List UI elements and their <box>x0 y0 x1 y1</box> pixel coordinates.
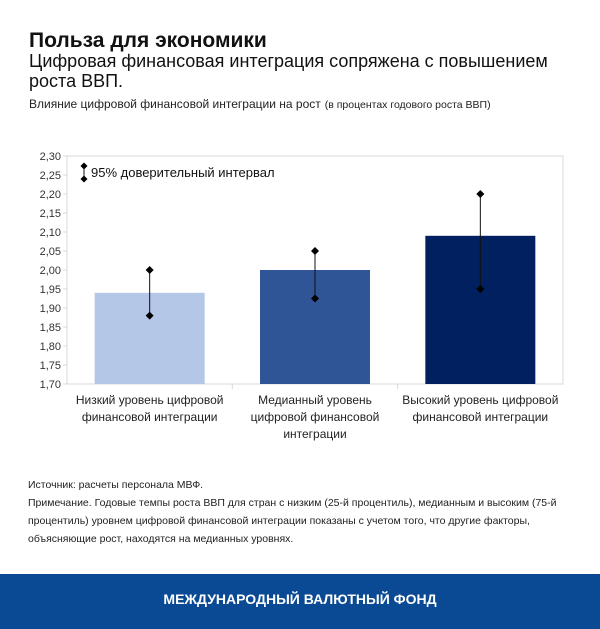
chart-title-text: Влияние цифровой финансовой интеграции н… <box>29 97 321 111</box>
y-tick-label: 1,85 <box>40 322 61 334</box>
y-tick-label: 1,90 <box>40 303 61 315</box>
error-bar-cap <box>145 266 154 274</box>
y-tick-label: 2,05 <box>40 246 61 258</box>
source-note: Источник: расчеты персонала МВФ. <box>28 479 204 491</box>
notes: Источник: расчеты персонала МВФ. Примеча… <box>28 476 578 548</box>
legend-diamond-icon <box>80 175 88 183</box>
y-tick-label: 2,25 <box>40 170 61 182</box>
y-tick-label: 2,10 <box>40 227 61 239</box>
x-category-label: финансовой интеграции <box>413 410 549 424</box>
y-tick-label: 2,30 <box>40 151 61 163</box>
chart-unit: (в процентах годового роста ВВП) <box>324 99 491 111</box>
error-bar-cap <box>476 190 485 198</box>
x-category-label: цифровой финансовой <box>251 410 380 424</box>
y-tick-label: 1,95 <box>40 284 61 296</box>
error-bar-cap <box>311 294 319 303</box>
legend-diamond-icon <box>80 162 88 170</box>
x-category-label: Высокий уровень цифровой <box>402 393 558 407</box>
x-category-label: финансовой интеграции <box>82 410 218 424</box>
y-tick-label: 2,20 <box>40 189 61 201</box>
imf-footer: МЕЖДУНАРОДНЫЙ ВАЛЮТНЫЙ ФОНД <box>0 574 600 629</box>
y-tick-label: 1,70 <box>40 379 61 391</box>
y-tick-label: 2,15 <box>40 208 61 220</box>
bar-chart: 1,70 1,75 1,80 1,85 1,90 1,95 2,00 2,05 2,10 2,15… <box>40 151 564 441</box>
y-tick-label: 1,75 <box>40 360 61 372</box>
y-tick-label: 2,00 <box>40 265 61 277</box>
chart-title: Влияние цифровой финансовой интеграции н… <box>29 97 491 111</box>
page-title: Польза для экономики <box>29 29 267 52</box>
error-bar-cap <box>311 247 319 255</box>
y-tick-label: 1,80 <box>40 341 61 353</box>
x-category-label: Низкий уровень цифровой <box>76 393 224 407</box>
x-category-label: Медианный уровень <box>258 393 372 407</box>
legend-label: 95% доверительный интервал <box>91 165 275 180</box>
error-bar-cap <box>476 285 485 293</box>
footnote: Примечание. Годовые темпы роста ВВП для … <box>28 497 557 545</box>
page-subtitle: Цифровая финансовая интеграция сопряжена… <box>29 51 548 91</box>
error-bar-cap <box>145 311 154 320</box>
x-category-label: интеграции <box>283 427 346 441</box>
